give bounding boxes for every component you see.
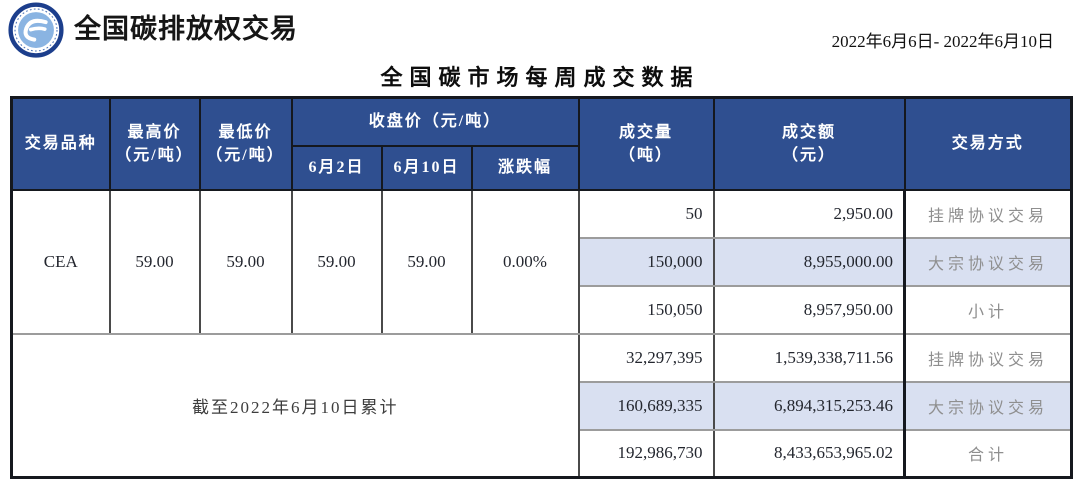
col-header-low-line1: 最低价 [218, 123, 273, 141]
cell-volume: 32,297,395 [577, 332, 715, 383]
page-title: 全国碳市场每周成交数据 [380, 65, 700, 90]
date-range: 2022年6月6日- 2022年6月10日 [831, 32, 1054, 51]
cell-method: 大宗协议交易 [903, 236, 1073, 287]
brand: 全国碳排放权交易 [8, 2, 298, 58]
brand-name: 全国碳排放权交易 [74, 13, 298, 44]
col-header-jun2: 6月2日 [290, 144, 383, 191]
table-row-weekly-subtotal: 150,050 8,957,950.00 小计 [12, 284, 1073, 335]
cell-amount: 8,433,653,965.02 [712, 428, 906, 479]
cell-amount: 2,950.00 [712, 188, 906, 239]
col-header-product: 交易品种 [10, 96, 111, 191]
cell-method: 小计 [903, 284, 1073, 335]
cell-cumulative-label: 截至2022年6月10日累计 [10, 332, 580, 479]
col-header-jun10: 6月10日 [380, 144, 473, 191]
carbon-exchange-logo-icon [8, 2, 64, 58]
cell-volume: 160,689,335 [577, 380, 715, 431]
cell-amount: 1,539,338,711.56 [712, 332, 906, 383]
col-header-low-line2: （元/吨） [206, 146, 285, 164]
cell-amount: 6,894,315,253.46 [712, 380, 906, 431]
cell-method: 挂牌协议交易 [903, 188, 1073, 239]
cell-product: CEA [10, 188, 111, 335]
col-header-volume-line1: 成交量 [619, 123, 674, 141]
table-row-cumulative-block: 160,689,335 6,894,315,253.46 大宗协议交易 [12, 380, 1073, 431]
cell-method: 挂牌协议交易 [903, 332, 1073, 383]
table-row-cumulative-total: 192,986,730 8,433,653,965.02 合计 [12, 428, 1073, 479]
col-header-amount-line1: 成交额 [782, 123, 837, 141]
cell-method: 合计 [903, 428, 1073, 479]
cell-close-jun10: 59.00 [380, 188, 473, 335]
col-header-high-line1: 最高价 [127, 123, 182, 141]
col-header-amount: 成交额 （元） [712, 96, 906, 191]
cell-high: 59.00 [108, 188, 201, 335]
col-header-volume-line2: （吨） [619, 146, 674, 164]
col-header-amount-line2: （元） [782, 146, 837, 164]
col-header-close: 收盘价（元/吨） [290, 96, 580, 147]
cell-close-jun2: 59.00 [290, 188, 383, 335]
col-header-volume: 成交量 （吨） [577, 96, 715, 191]
col-header-high: 最高价 （元/吨） [108, 96, 201, 191]
top-bar: 全国碳排放权交易 2022年6月6日- 2022年6月10日 [0, 0, 1080, 58]
table-row-cumulative-listed: 截至2022年6月10日累计 32,297,395 1,539,338,711.… [10, 332, 1073, 479]
cell-change: 0.00% [470, 188, 580, 335]
cell-volume: 192,986,730 [577, 428, 715, 479]
col-header-high-line2: （元/吨） [115, 146, 194, 164]
cell-volume: 150,000 [577, 236, 715, 287]
col-header-change: 涨跌幅 [470, 144, 580, 191]
cell-volume: 50 [577, 188, 715, 239]
cell-method: 大宗协议交易 [903, 380, 1073, 431]
cell-low: 59.00 [198, 188, 293, 335]
table-row-weekly-block: 150,000 8,955,000.00 大宗协议交易 [12, 236, 1073, 287]
weekly-trading-table: 交易品种 最高价 （元/吨） 最低价 （元/吨） 收盘价（元/吨） 成交量 （吨… [10, 96, 1074, 479]
cell-amount: 8,955,000.00 [712, 236, 906, 287]
col-header-method: 交易方式 [903, 96, 1073, 191]
cell-amount: 8,957,950.00 [712, 284, 906, 335]
col-header-low: 最低价 （元/吨） [198, 96, 293, 191]
table-row-weekly-listed: CEA 59.00 59.00 59.00 59.00 0.00% 50 2,9… [10, 188, 1073, 335]
cell-volume: 150,050 [577, 284, 715, 335]
